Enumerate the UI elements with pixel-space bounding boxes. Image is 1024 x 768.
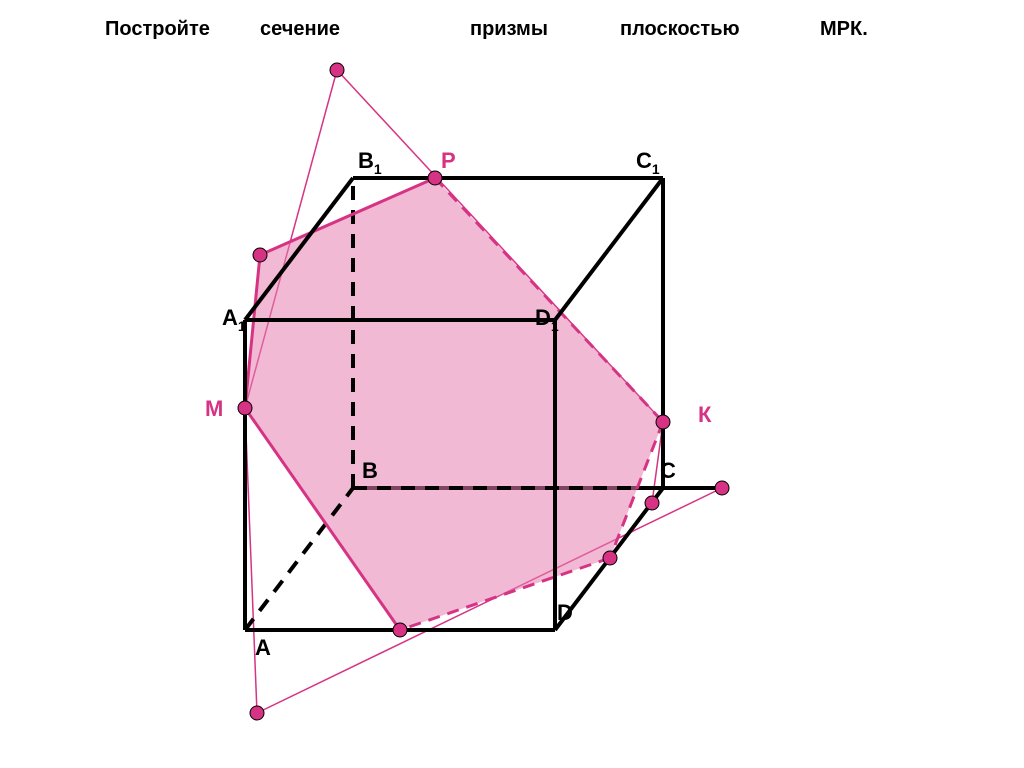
point-S_ad: [393, 623, 407, 637]
point-Ext_cd: [645, 496, 659, 510]
point-P: [428, 171, 442, 185]
label-B1: B1: [358, 148, 382, 177]
point-K: [656, 415, 670, 429]
edge-C1-D1: [555, 178, 663, 320]
label-M: М: [205, 396, 223, 421]
label-A: A: [255, 635, 271, 660]
label-C: C: [660, 458, 676, 483]
point-S_cd: [603, 551, 617, 565]
point-M: [238, 401, 252, 415]
point-T_bot: [250, 706, 264, 720]
label-D: D: [557, 600, 573, 625]
label-B: B: [362, 458, 378, 483]
edge-A-B: [245, 488, 353, 630]
label-A1: A1: [222, 305, 246, 334]
point-T_top: [330, 63, 344, 77]
point-Qab: [253, 248, 267, 262]
point-Ext_bc: [715, 481, 729, 495]
diagram-canvas: ABCDA1B1C1D1РМК: [0, 0, 1024, 768]
label-P: Р: [441, 148, 456, 173]
label-K: К: [698, 402, 712, 427]
label-C1: C1: [636, 148, 660, 177]
